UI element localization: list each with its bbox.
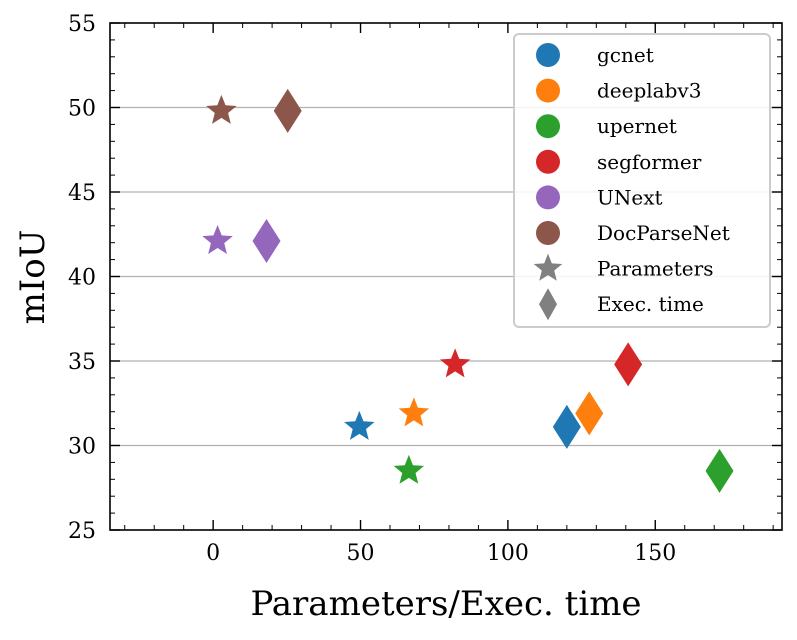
- legend-box: [513, 33, 771, 328]
- legend-label-unext: UNext: [597, 185, 663, 209]
- x-tick-label: 100: [487, 541, 529, 566]
- legend-label-parameters: Parameters: [597, 257, 713, 281]
- y-tick-label: 55: [68, 12, 96, 37]
- x-tick-label: 50: [347, 541, 375, 566]
- gcnet-exec-time-diamond: [552, 404, 581, 449]
- y-tick-label: 35: [68, 350, 96, 375]
- docparsenet-parameters-star: [206, 94, 237, 124]
- legend-marker-unext: [536, 185, 560, 210]
- legend-marker-upernet: [536, 114, 560, 139]
- legend-label-gcnet: gcnet: [597, 43, 654, 67]
- legend-marker-docparsenet: [536, 221, 560, 245]
- legend: gcnet deeplabv3 upernet segformer UNext DocPa…: [513, 33, 771, 328]
- y-axis-label: mIoU: [13, 230, 53, 325]
- legend-label-upernet: upernet: [597, 114, 677, 138]
- y-tick-label: 30: [68, 435, 96, 460]
- x-tick-label: 0: [206, 541, 220, 566]
- legend-label-deeplabv3: deeplabv3: [597, 79, 701, 103]
- y-tick-label: 50: [68, 97, 96, 122]
- legend-label-segformer: segformer: [597, 150, 702, 174]
- segformer-parameters-star: [439, 348, 471, 378]
- deeplabv3-parameters-star: [398, 397, 430, 427]
- data-points: [202, 88, 734, 493]
- segformer-exec-time-diamond: [614, 342, 643, 387]
- docparsenet-exec-time-diamond: [273, 88, 302, 133]
- legend-label-exec-time: Exec. time: [597, 292, 704, 316]
- legend-label-docparsenet: DocParseNet: [597, 221, 730, 245]
- y-tick-label: 45: [68, 181, 96, 206]
- legend-marker-exec-time: [539, 288, 557, 321]
- unext-exec-time-diamond: [252, 219, 281, 264]
- unext-parameters-star: [202, 225, 233, 254]
- deeplabv3-exec-time-diamond: [575, 391, 604, 436]
- upernet-exec-time-diamond: [705, 448, 734, 493]
- legend-marker-deeplabv3: [536, 78, 560, 103]
- x-axis-label: Parameters/Exec. time: [250, 584, 641, 624]
- legend-marker-gcnet: [536, 43, 560, 67]
- y-tick-label: 25: [68, 519, 96, 544]
- y-tick-label: 40: [68, 266, 96, 291]
- legend-marker-segformer: [536, 149, 560, 174]
- axis-ticks: 25 30 35 40 45 50 55 0 50 100 150: [68, 12, 782, 566]
- upernet-parameters-star: [393, 454, 425, 484]
- gcnet-parameters-star: [344, 410, 375, 440]
- x-tick-label: 150: [634, 541, 676, 566]
- legend-marker-parameters: [533, 253, 563, 281]
